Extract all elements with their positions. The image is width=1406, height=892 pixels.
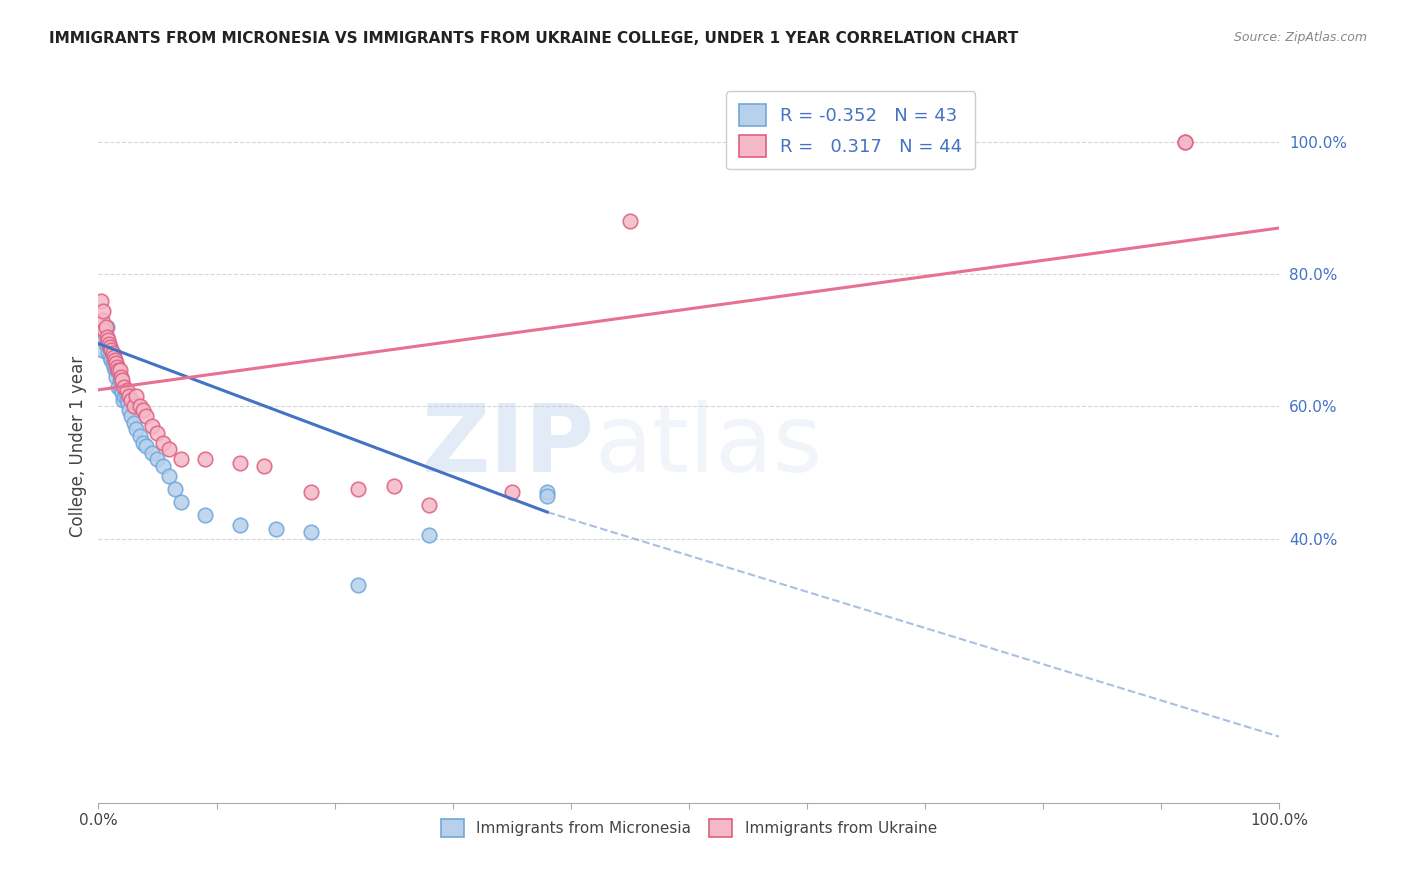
Point [135, 439, 157, 453]
Text: IMMIGRANTS FROM MICRONESIA VS IMMIGRANTS FROM UKRAINE COLLEGE, UNDER 1 YEAR CORR: IMMIGRANTS FROM MICRONESIA VS IMMIGRANTS… [49, 31, 1018, 46]
Point [97, 333, 120, 347]
Point [122, 400, 145, 414]
Point [112, 392, 135, 407]
Point [112, 379, 135, 393]
Point [108, 363, 131, 377]
Point [115, 392, 138, 407]
Point [98, 340, 121, 354]
Point [264, 522, 287, 536]
Point [96, 320, 118, 334]
Point [121, 409, 143, 424]
Point [619, 214, 641, 228]
Point [104, 363, 127, 377]
Point [121, 392, 143, 407]
Point [536, 485, 558, 500]
Point [96, 330, 118, 344]
Point [100, 343, 122, 358]
Point [501, 485, 523, 500]
Point [114, 386, 136, 401]
Point [418, 499, 440, 513]
Point [132, 435, 155, 450]
Point [347, 482, 370, 496]
Point [299, 485, 322, 500]
Point [152, 458, 174, 473]
Point [91, 303, 114, 318]
Point [253, 458, 276, 473]
Text: ZIP: ZIP [422, 400, 595, 492]
Point [94, 336, 117, 351]
Point [118, 389, 141, 403]
Point [112, 389, 135, 403]
Point [93, 333, 115, 347]
Point [118, 402, 141, 417]
Point [101, 356, 124, 370]
Point [128, 400, 150, 414]
Point [107, 379, 129, 393]
Point [105, 369, 128, 384]
Point [125, 422, 148, 436]
Point [170, 495, 193, 509]
Point [98, 350, 121, 364]
Point [229, 518, 252, 533]
Point [103, 350, 125, 364]
Point [146, 452, 169, 467]
Point [170, 452, 193, 467]
Point [347, 578, 370, 592]
Point [111, 373, 134, 387]
Point [132, 402, 155, 417]
Point [97, 346, 120, 360]
Point [110, 383, 132, 397]
Point [536, 489, 558, 503]
Point [125, 389, 148, 403]
Point [128, 429, 150, 443]
Point [1174, 135, 1197, 149]
Point [194, 452, 217, 467]
Point [98, 340, 121, 354]
Point [146, 425, 169, 440]
Point [103, 359, 125, 374]
Text: atlas: atlas [595, 400, 823, 492]
Point [105, 356, 128, 370]
Point [111, 386, 134, 401]
Point [91, 343, 114, 358]
Point [229, 456, 252, 470]
Point [98, 336, 121, 351]
Y-axis label: College, Under 1 year: College, Under 1 year [69, 355, 87, 537]
Point [107, 363, 129, 377]
Text: Source: ZipAtlas.com: Source: ZipAtlas.com [1233, 31, 1367, 45]
Point [117, 396, 139, 410]
Point [115, 383, 138, 397]
Point [157, 468, 180, 483]
Point [418, 528, 440, 542]
Legend: Immigrants from Micronesia, Immigrants from Ukraine: Immigrants from Micronesia, Immigrants f… [433, 811, 945, 845]
Point [105, 359, 128, 374]
Point [382, 478, 405, 492]
Point [141, 445, 163, 459]
Point [165, 482, 187, 496]
Point [90, 293, 112, 308]
Point [91, 313, 114, 327]
Point [105, 363, 128, 377]
Point [93, 323, 115, 337]
Point [1174, 135, 1197, 149]
Point [100, 353, 122, 368]
Point [101, 346, 124, 360]
Point [299, 524, 322, 539]
Point [157, 442, 180, 457]
Point [110, 369, 132, 384]
Point [152, 435, 174, 450]
Point [141, 419, 163, 434]
Point [194, 508, 217, 523]
Point [94, 320, 117, 334]
Point [135, 409, 157, 424]
Point [122, 416, 145, 430]
Point [104, 353, 127, 368]
Point [108, 373, 131, 387]
